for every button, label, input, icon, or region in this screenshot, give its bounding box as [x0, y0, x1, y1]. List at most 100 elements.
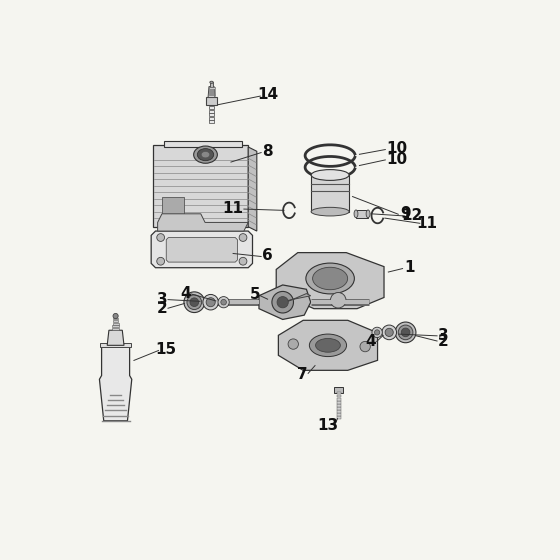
Bar: [337, 404, 340, 407]
Bar: [114, 318, 118, 319]
Ellipse shape: [398, 325, 413, 340]
Circle shape: [360, 342, 370, 352]
Polygon shape: [158, 214, 248, 231]
Bar: [209, 106, 214, 109]
Ellipse shape: [184, 292, 204, 312]
Circle shape: [113, 314, 118, 319]
Text: 2: 2: [438, 334, 449, 349]
Polygon shape: [162, 197, 184, 216]
Bar: [112, 325, 119, 327]
Polygon shape: [208, 87, 215, 97]
Ellipse shape: [385, 328, 393, 337]
Polygon shape: [279, 293, 311, 302]
Ellipse shape: [194, 146, 217, 164]
Polygon shape: [100, 346, 132, 421]
Bar: [113, 323, 119, 325]
Text: 5: 5: [249, 287, 260, 302]
Ellipse shape: [221, 300, 226, 305]
Bar: [337, 413, 340, 416]
Ellipse shape: [197, 148, 214, 161]
Bar: [337, 408, 340, 409]
Text: 4: 4: [366, 334, 376, 349]
Bar: [311, 175, 349, 212]
Text: 13: 13: [318, 418, 339, 432]
Text: 11: 11: [222, 200, 244, 216]
Ellipse shape: [382, 325, 396, 340]
Ellipse shape: [218, 297, 229, 308]
Polygon shape: [107, 330, 124, 346]
Text: 14: 14: [257, 87, 278, 102]
Bar: [208, 94, 214, 95]
Polygon shape: [248, 147, 257, 231]
Polygon shape: [276, 253, 384, 309]
Text: 10: 10: [386, 141, 408, 156]
Polygon shape: [259, 285, 311, 319]
Bar: [337, 417, 340, 419]
Ellipse shape: [372, 327, 382, 338]
Bar: [337, 395, 340, 398]
Circle shape: [288, 339, 298, 349]
Bar: [153, 145, 248, 227]
Polygon shape: [151, 231, 253, 268]
Bar: [209, 120, 214, 123]
Text: 11: 11: [417, 216, 438, 231]
Ellipse shape: [402, 328, 410, 337]
Text: 15: 15: [156, 342, 177, 357]
Ellipse shape: [206, 298, 215, 307]
Circle shape: [330, 292, 346, 308]
Bar: [337, 410, 340, 413]
Ellipse shape: [187, 295, 202, 310]
Bar: [208, 87, 214, 88]
Bar: [208, 92, 214, 93]
Ellipse shape: [366, 210, 370, 218]
Circle shape: [239, 258, 247, 265]
Ellipse shape: [203, 295, 218, 310]
Bar: [111, 328, 119, 330]
FancyBboxPatch shape: [100, 343, 131, 347]
Ellipse shape: [201, 151, 210, 158]
Circle shape: [272, 291, 293, 313]
Polygon shape: [164, 141, 242, 147]
Text: 10: 10: [386, 152, 408, 166]
Text: 8: 8: [262, 144, 273, 159]
Ellipse shape: [311, 170, 349, 180]
Text: 4: 4: [180, 286, 191, 301]
Bar: [208, 90, 214, 91]
Bar: [209, 110, 214, 113]
Polygon shape: [309, 147, 352, 164]
Ellipse shape: [306, 263, 354, 294]
Ellipse shape: [190, 298, 199, 306]
Polygon shape: [278, 320, 377, 370]
Ellipse shape: [311, 207, 349, 216]
Circle shape: [277, 297, 288, 308]
FancyBboxPatch shape: [334, 387, 343, 393]
Bar: [356, 210, 368, 218]
Text: 12: 12: [402, 208, 423, 223]
Text: 1: 1: [405, 260, 415, 275]
Bar: [337, 398, 340, 400]
Circle shape: [320, 270, 336, 286]
Circle shape: [239, 234, 247, 241]
Bar: [337, 402, 340, 404]
Ellipse shape: [354, 210, 358, 218]
FancyBboxPatch shape: [206, 97, 217, 105]
Text: 2: 2: [157, 301, 167, 316]
Bar: [113, 320, 118, 322]
Circle shape: [157, 258, 165, 265]
Bar: [209, 113, 214, 116]
Ellipse shape: [375, 330, 380, 335]
Bar: [209, 117, 214, 120]
Ellipse shape: [210, 81, 213, 83]
Text: 3: 3: [438, 328, 449, 343]
Text: 6: 6: [262, 248, 273, 263]
Polygon shape: [309, 159, 352, 175]
Bar: [210, 82, 213, 87]
Ellipse shape: [395, 322, 416, 343]
Text: 9: 9: [400, 206, 411, 221]
Polygon shape: [166, 237, 237, 262]
Circle shape: [157, 234, 165, 241]
Ellipse shape: [309, 334, 347, 357]
Text: 3: 3: [157, 292, 167, 307]
Ellipse shape: [312, 267, 348, 290]
Ellipse shape: [316, 338, 340, 352]
